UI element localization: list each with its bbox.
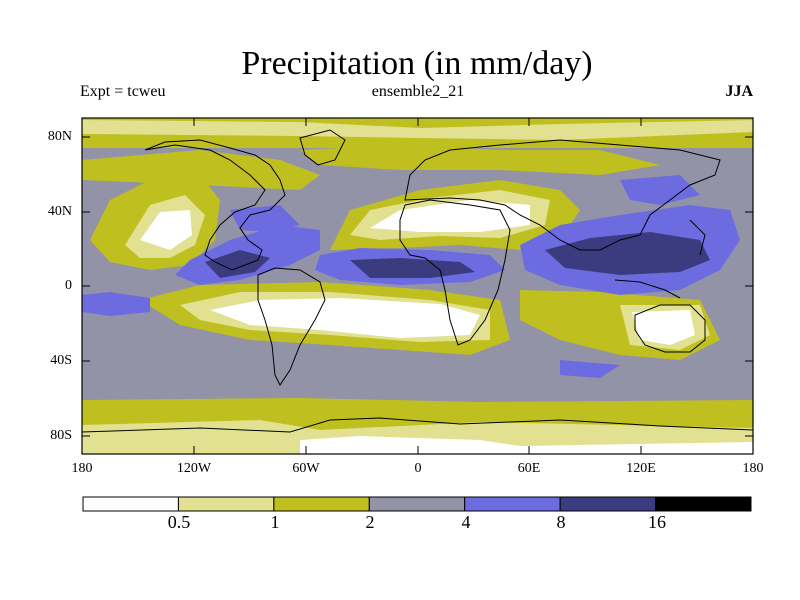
field-bay-of-bengal-verywet xyxy=(545,232,710,275)
field-nw-pacific-wet xyxy=(620,175,700,205)
colorbar-swatch-1 xyxy=(177,496,275,512)
map-title: Precipitation (in mm/day) xyxy=(241,45,593,82)
field-antarctic-dry xyxy=(300,436,753,454)
coastline-south-america xyxy=(257,267,326,386)
colorbar-swatch-5 xyxy=(559,496,657,512)
coastline-africa xyxy=(399,199,511,346)
x-tick-0: 0 xyxy=(414,461,422,476)
colorbar-label-16: 16 xyxy=(648,512,666,532)
field-south-subtropic-dry xyxy=(210,298,480,338)
y-tick-0: 0 xyxy=(65,278,72,293)
colorbar-swatch-4 xyxy=(464,496,561,512)
colorbar xyxy=(82,496,752,512)
field-south-indian-wet xyxy=(560,360,620,378)
x-tick-120w: 120W xyxy=(176,461,212,476)
x-tick-120e: 120E xyxy=(626,461,656,476)
field-n-pacific-1to2 xyxy=(82,150,320,190)
experiment-label: Expt = tcweu xyxy=(80,83,166,100)
coastline-australia xyxy=(634,304,706,353)
field-na-pacific-dry xyxy=(140,210,192,250)
field-central-america-verywet xyxy=(205,250,270,278)
colorbar-label-2: 2 xyxy=(365,512,375,532)
field-itcz-verywet xyxy=(350,258,475,278)
y-tick-40n: 40N xyxy=(47,204,72,219)
coastline-japan xyxy=(689,219,706,256)
colorbar-swatch-6 xyxy=(655,496,752,512)
colorbar-label-4: 4 xyxy=(461,512,471,532)
x-tick-60e: 60E xyxy=(517,461,541,476)
colorbar-swatch-2 xyxy=(273,496,370,512)
colorbar-label-0-5: 0.5 xyxy=(167,512,191,532)
colorbar-swatch-3 xyxy=(368,496,466,512)
y-tick-80n: 80N xyxy=(47,129,72,144)
coastline-north-america xyxy=(144,139,286,271)
coastline-greenland xyxy=(299,129,346,166)
field-east-pacific-wet xyxy=(82,292,150,316)
coastlines xyxy=(82,129,753,433)
field-gulf-stream-wet xyxy=(230,205,300,232)
field-eurasia-1to2 xyxy=(300,145,660,175)
colorbar-swatch-0 xyxy=(82,496,179,512)
colorbar-label-1: 1 xyxy=(270,512,280,532)
season-label: JJA xyxy=(725,83,753,100)
coastline-antarctica xyxy=(82,417,753,433)
axis-ticks xyxy=(82,118,753,454)
field-australia-dry xyxy=(632,310,695,345)
ensemble-label: ensemble2_21 xyxy=(371,83,465,100)
coastline-eurasia xyxy=(404,139,721,251)
y-tick-40s: 40S xyxy=(50,353,72,368)
x-tick-180e: 180 xyxy=(742,461,764,476)
x-tick-60w: 60W xyxy=(292,461,320,476)
coastline-indonesia xyxy=(614,279,681,299)
colorbar-label-8: 8 xyxy=(556,512,566,532)
field-arctic-light xyxy=(82,120,753,140)
y-tick-80s: 80S xyxy=(50,428,72,443)
x-tick-180w: 180 xyxy=(71,461,93,476)
